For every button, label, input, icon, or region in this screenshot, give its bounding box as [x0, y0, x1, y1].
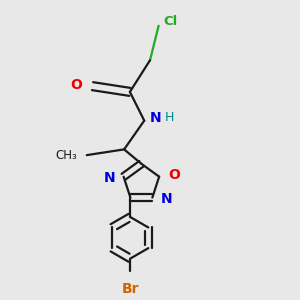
Text: N: N — [149, 111, 161, 125]
Text: O: O — [168, 168, 180, 182]
Text: N: N — [104, 171, 116, 185]
Text: Cl: Cl — [164, 15, 178, 28]
Text: Br: Br — [122, 281, 139, 296]
Text: CH₃: CH₃ — [55, 148, 77, 162]
Text: N: N — [160, 192, 172, 206]
Text: H: H — [165, 111, 174, 124]
Text: O: O — [70, 78, 83, 92]
